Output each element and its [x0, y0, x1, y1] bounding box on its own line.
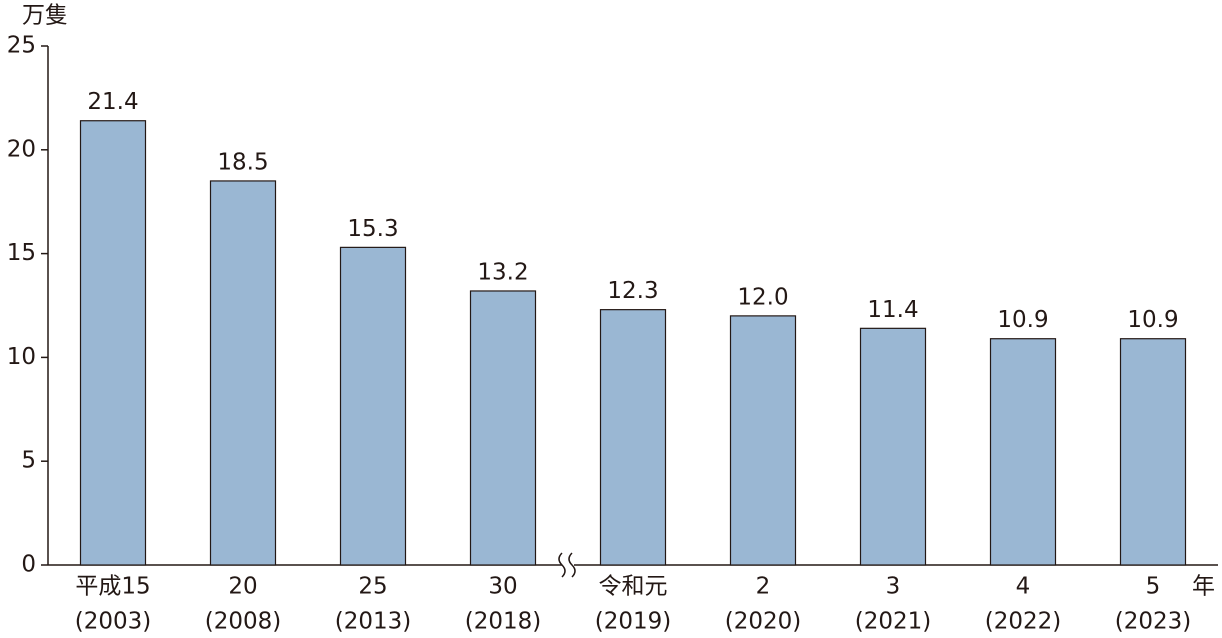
- bar: [79, 120, 147, 566]
- y-tick-label: 25: [7, 33, 36, 59]
- x-tick-year: (2008): [205, 609, 281, 635]
- bar: [209, 180, 277, 566]
- x-tick-year: (2003): [75, 609, 151, 635]
- value-label: 12.3: [607, 278, 658, 304]
- x-tick-year: (2018): [465, 609, 541, 635]
- bar: [989, 338, 1057, 566]
- value-label: 21.4: [87, 89, 138, 115]
- bar: [339, 246, 407, 566]
- x-tick-label: 20: [228, 574, 257, 600]
- bar: [599, 309, 667, 566]
- y-axis-label: 万隻: [22, 3, 68, 29]
- x-axis-label: 年: [1192, 574, 1215, 600]
- x-tick-label: 5: [1146, 574, 1161, 600]
- bar: [729, 315, 797, 566]
- x-tick-label: 2: [756, 574, 771, 600]
- y-tick-label: 5: [21, 448, 36, 474]
- value-label: 13.2: [477, 259, 528, 285]
- x-tick-label: 3: [886, 574, 901, 600]
- axis-break: [558, 552, 576, 578]
- value-label: 18.5: [217, 149, 268, 175]
- x-tick-label: 4: [1016, 574, 1031, 600]
- y-tick-label: 10: [7, 344, 36, 370]
- x-tick-year: (2013): [335, 609, 411, 635]
- x-tick-label: 25: [358, 574, 387, 600]
- y-tick-label: 15: [7, 240, 36, 266]
- bar: [859, 327, 927, 566]
- value-label: 10.9: [1127, 307, 1178, 333]
- x-tick-year: (2023): [1115, 609, 1191, 635]
- bar: [1119, 338, 1187, 566]
- bar: [469, 290, 537, 566]
- x-tick-year: (2020): [725, 609, 801, 635]
- value-label: 15.3: [347, 216, 398, 242]
- x-tick-year: (2022): [985, 609, 1061, 635]
- y-tick-label: 0: [21, 552, 36, 578]
- x-tick-year: (2021): [855, 609, 931, 635]
- x-tick-label: 令和元: [599, 574, 668, 600]
- y-tick-label: 20: [7, 136, 36, 162]
- value-label: 12.0: [737, 284, 788, 310]
- x-tick-label: 平成15: [75, 574, 150, 600]
- value-label: 10.9: [997, 307, 1048, 333]
- x-tick-year: (2019): [595, 609, 671, 635]
- x-tick-label: 30: [488, 574, 517, 600]
- value-label: 11.4: [867, 297, 918, 323]
